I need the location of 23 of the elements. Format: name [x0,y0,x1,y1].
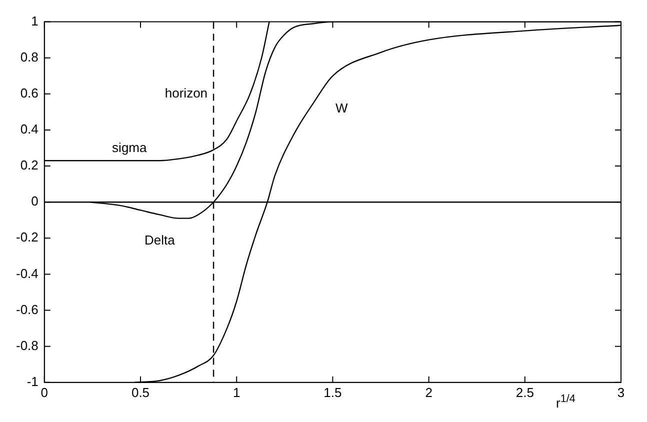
x-tick-label: 0.5 [131,384,150,400]
y-tick-label: 0.8 [20,49,38,64]
y-tick-label: -1 [26,374,38,389]
x-tick-label: 2 [425,384,432,400]
y-tick-label: 0.2 [20,158,38,173]
y-tick-label: 1 [31,13,38,28]
y-tick-label: -0.8 [16,338,38,353]
y-tick-label: -0.4 [16,266,38,281]
x-tick-label: 1 [232,384,240,400]
ref-line-label: horizon [164,86,208,100]
y-tick-label: 0.4 [20,122,38,137]
x-axis-title: r$^{1/4}$ [556,392,576,412]
series-label: Delta [144,232,176,248]
series-label: W [335,100,348,116]
y-tick-label: -0.6 [16,302,38,317]
x-tick-label: 3 [617,384,625,400]
y-tick-label: 0.6 [20,86,38,100]
x-tick-label: 0 [40,384,48,400]
y-tick-label: 0 [31,194,38,209]
x-tick-label: 2.5 [516,384,534,400]
series-label: sigma [112,140,148,156]
x-tick-label: 1.5 [324,384,342,400]
y-tick-label: -0.2 [16,230,38,245]
